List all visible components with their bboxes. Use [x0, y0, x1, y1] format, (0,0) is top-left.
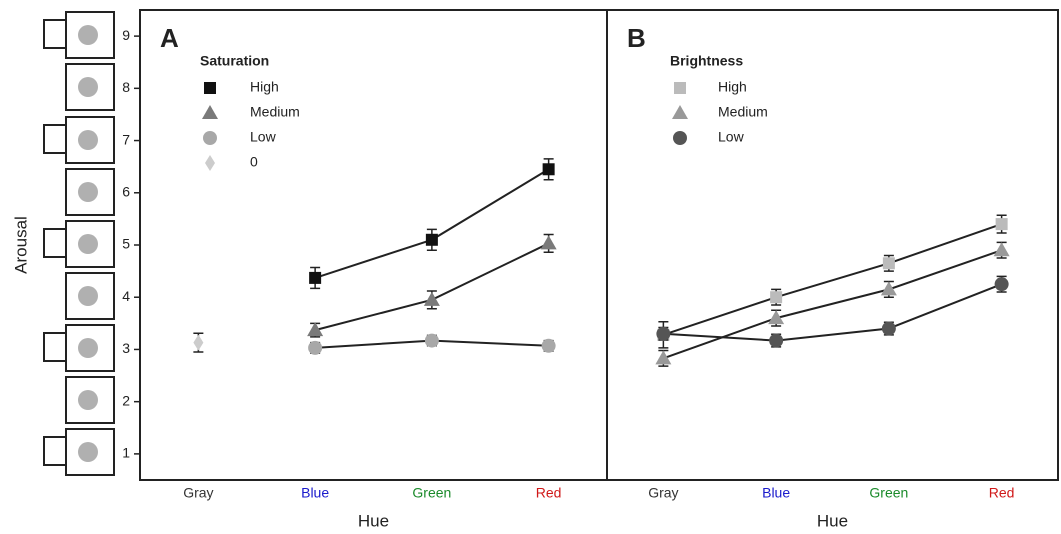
marker [424, 333, 439, 348]
icon-tab [43, 124, 67, 154]
x-axis-label: Hue [358, 511, 389, 530]
marker [770, 291, 783, 304]
y-tick-label: 9 [122, 27, 130, 43]
marker [769, 333, 784, 348]
icon-disc [78, 234, 98, 254]
icon-tab [43, 332, 67, 362]
legend-label: High [718, 79, 747, 95]
series-line [663, 249, 1002, 360]
plot-frame [606, 9, 1059, 481]
y-tick-label: 4 [122, 288, 130, 304]
x-tick-label: Gray [183, 485, 213, 501]
panel-label: B [627, 23, 646, 53]
x-tick-label: Green [869, 485, 908, 501]
marker [204, 82, 216, 94]
plot-frame [139, 9, 608, 481]
stimulus-icons [43, 11, 115, 476]
x-tick-label: Green [412, 485, 451, 501]
x-axis-label: Hue [817, 511, 848, 530]
legend-label: 0 [250, 154, 258, 170]
icon-disc [78, 442, 98, 462]
y-tick-label: 3 [122, 340, 130, 356]
marker [307, 322, 324, 337]
series-line [314, 168, 550, 279]
legend-label: Low [718, 129, 745, 145]
marker [425, 233, 438, 246]
marker [542, 163, 555, 176]
legend-label: Medium [250, 104, 300, 120]
y-tick-label: 8 [122, 79, 130, 95]
marker [540, 235, 557, 250]
x-tick-label: Red [536, 485, 562, 501]
icon-disc [78, 286, 98, 306]
marker [193, 334, 204, 351]
legend-label: High [250, 79, 279, 95]
y-tick-label: 5 [122, 236, 130, 252]
legend-label: Medium [718, 104, 768, 120]
series-line [314, 242, 550, 332]
x-tick-label: Gray [648, 485, 678, 501]
icon-disc [78, 25, 98, 45]
series-line [663, 223, 1002, 336]
marker [672, 105, 688, 119]
y-tick-label: 6 [122, 183, 130, 199]
y-axis-label: Arousal [11, 216, 30, 274]
series-line [663, 283, 1002, 342]
marker [656, 326, 671, 341]
marker [882, 257, 895, 270]
marker [880, 281, 897, 296]
x-tick-label: Red [989, 485, 1015, 501]
marker [768, 310, 785, 325]
legend-title: Brightness [670, 53, 743, 69]
y-tick-label: 7 [122, 131, 130, 147]
icon-disc [78, 390, 98, 410]
panel-label: A [160, 23, 179, 53]
icon-disc [78, 77, 98, 97]
marker [673, 131, 687, 145]
icon-disc [78, 182, 98, 202]
marker [202, 105, 218, 119]
marker [995, 218, 1008, 231]
icon-disc [78, 130, 98, 150]
icon-tab [43, 436, 67, 466]
icon-disc [78, 338, 98, 358]
icon [65, 376, 115, 424]
marker [541, 338, 556, 353]
marker [308, 340, 323, 355]
y-tick-label: 1 [122, 445, 130, 461]
icon-tab [43, 228, 67, 258]
marker [993, 242, 1010, 257]
marker [994, 277, 1009, 292]
marker [655, 350, 672, 365]
y-tick-label: 2 [122, 392, 130, 408]
marker [309, 271, 322, 284]
marker [674, 82, 686, 94]
icon-discs [78, 25, 98, 462]
marker [881, 321, 896, 336]
marker [205, 155, 215, 171]
x-tick-label: Blue [301, 485, 329, 501]
icon-tab [43, 19, 67, 49]
x-tick-label: Blue [762, 485, 790, 501]
marker [203, 131, 217, 145]
legend-label: Low [250, 129, 277, 145]
marker [423, 291, 440, 306]
legend-title: Saturation [200, 53, 269, 69]
